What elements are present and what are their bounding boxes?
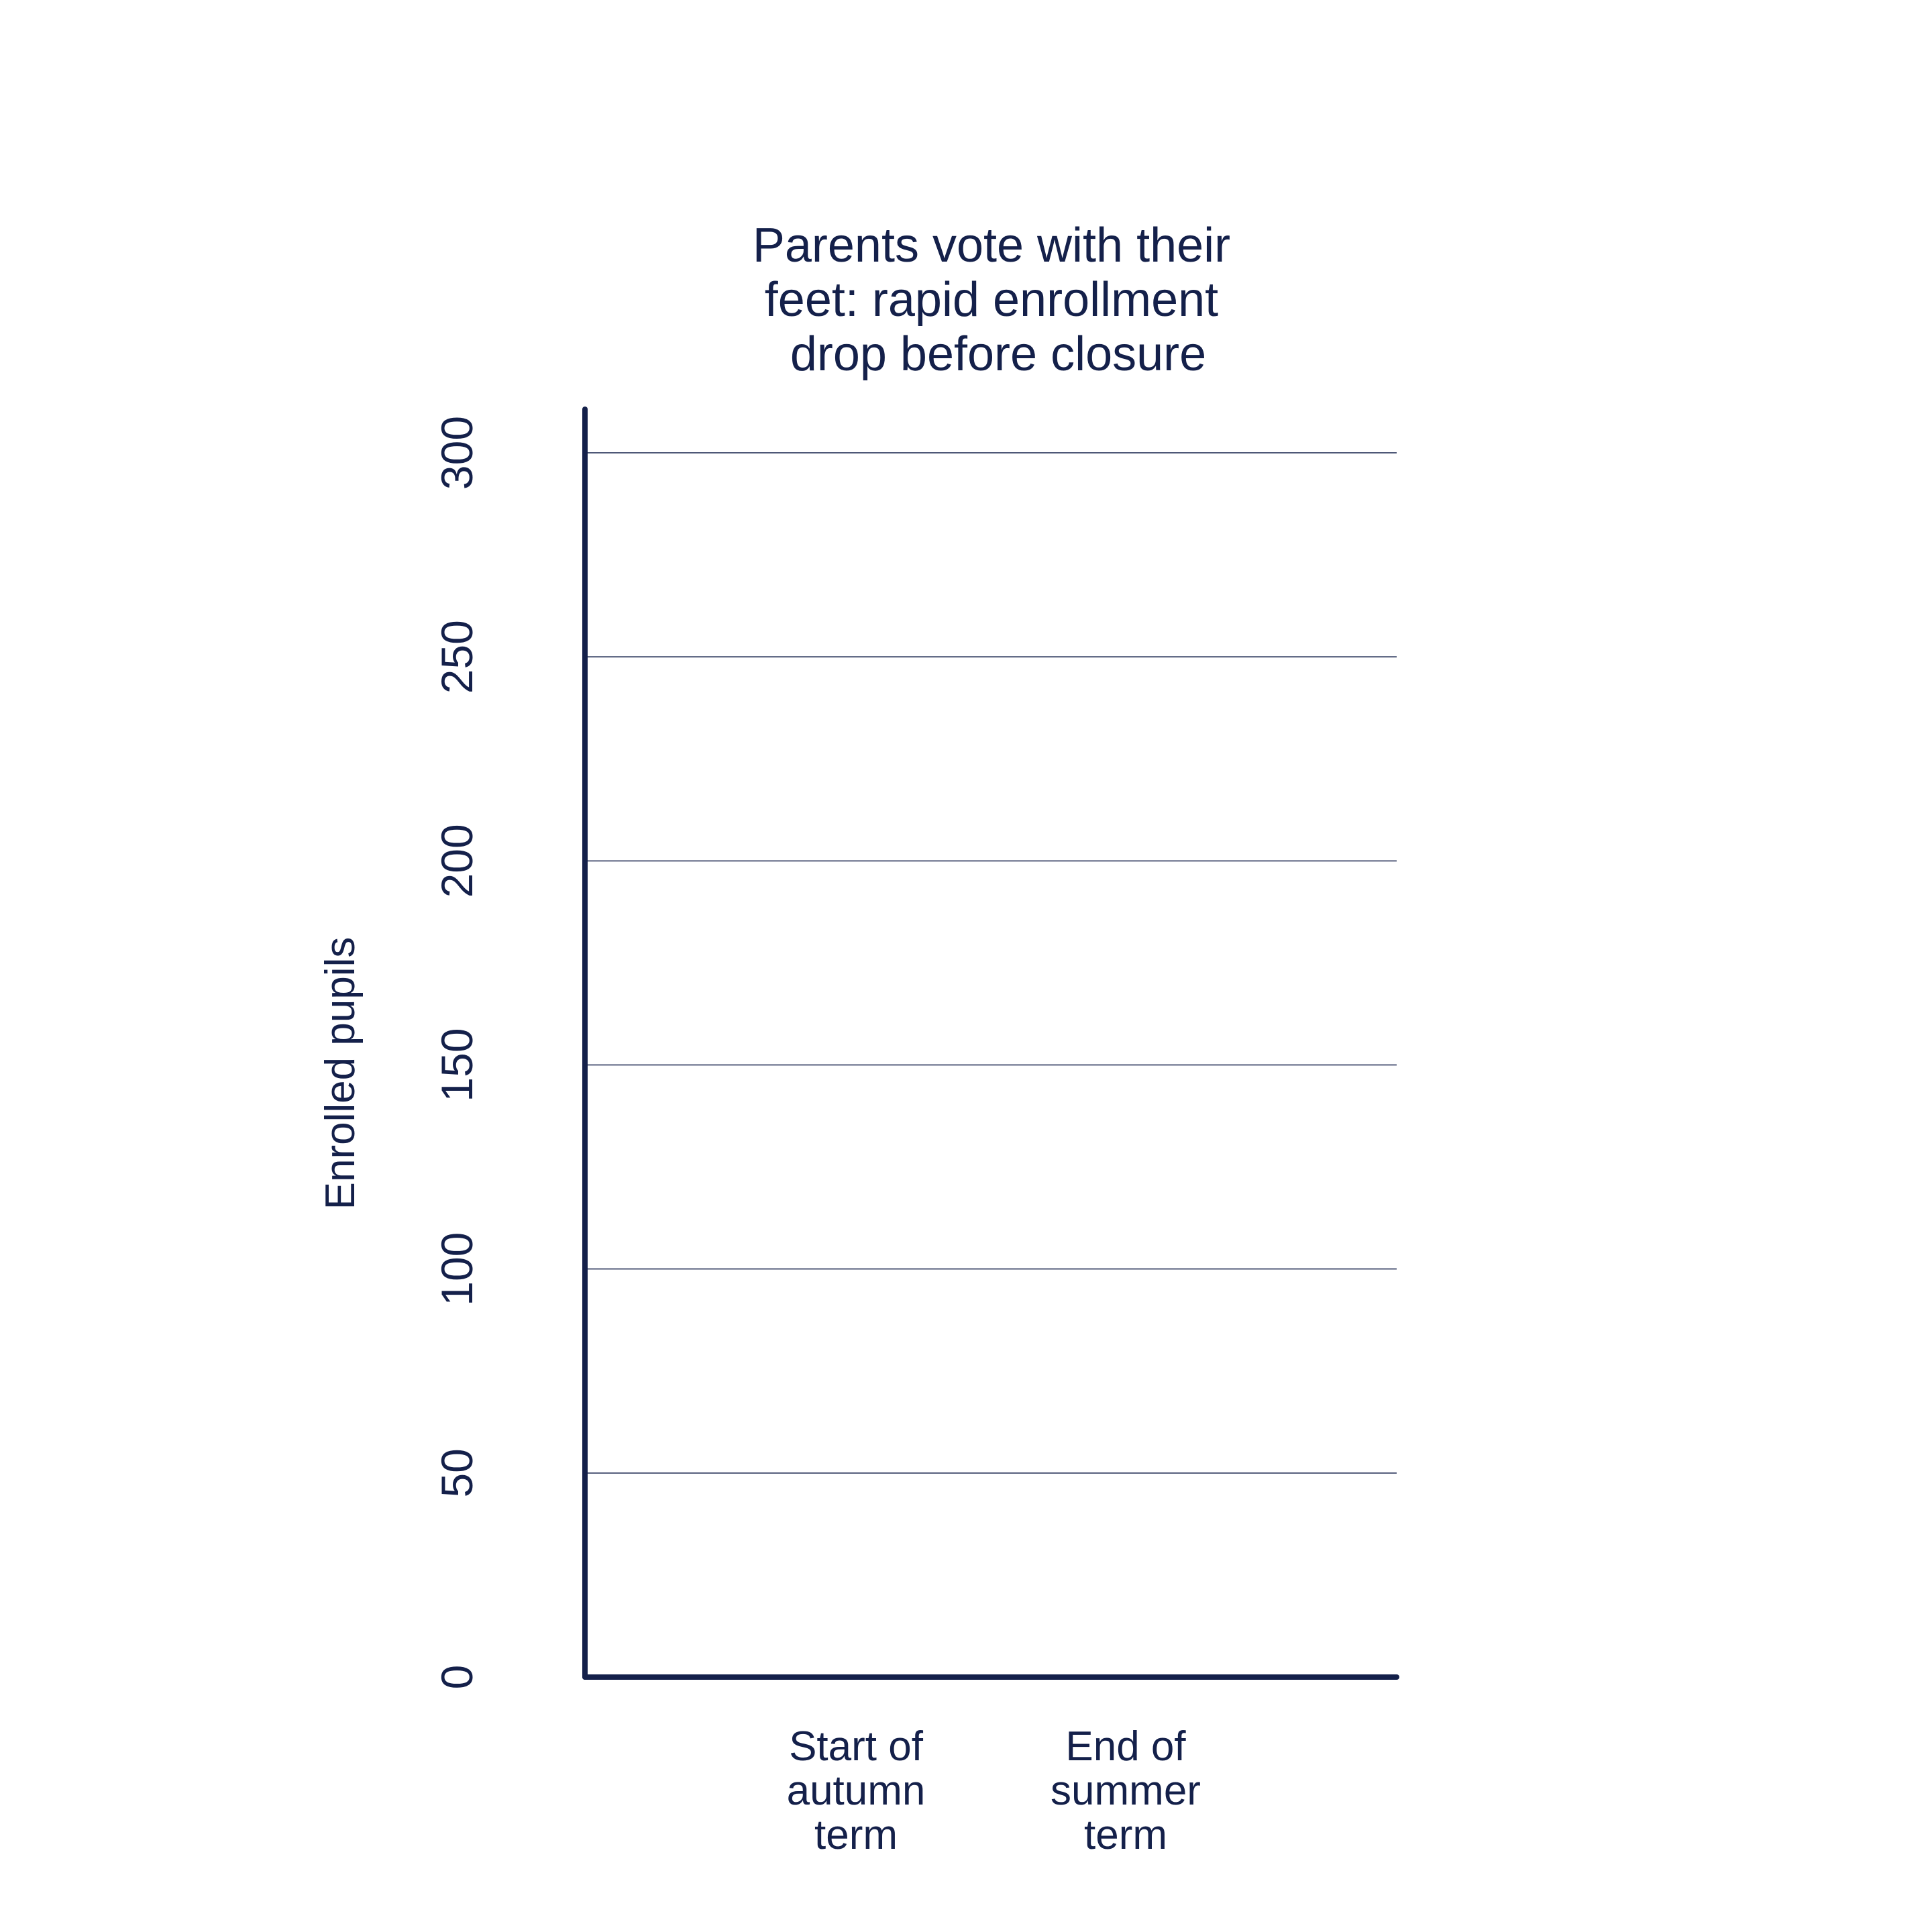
y-axis-label: Enrolled pupils bbox=[317, 937, 364, 1210]
chart-title-line-2: feet: rapid enrollment bbox=[765, 273, 1218, 327]
chart-title-line-3: drop before closure bbox=[790, 327, 1206, 381]
x-tick-label-line: Start of bbox=[789, 1723, 924, 1770]
x-tick-label-line: End of bbox=[1065, 1723, 1186, 1770]
y-tick-label: 300 bbox=[432, 416, 482, 490]
x-tick-label-line: summer bbox=[1051, 1768, 1201, 1814]
y-tick-label: 200 bbox=[432, 824, 482, 898]
x-tick-label: Start of autumn term bbox=[787, 1723, 926, 1858]
y-tick-label: 150 bbox=[432, 1028, 482, 1102]
x-tick-label-line: term bbox=[1084, 1812, 1167, 1858]
chart-title-line-1: Parents vote with their bbox=[753, 219, 1230, 272]
x-tick-label-line: autumn bbox=[787, 1768, 926, 1814]
y-tick-label: 50 bbox=[432, 1448, 482, 1497]
y-tick-label: 100 bbox=[432, 1232, 482, 1306]
chart-title: Parents vote with their feet: rapid enro… bbox=[753, 219, 1244, 381]
y-tick-label: 0 bbox=[432, 1665, 482, 1690]
x-tick-label-line: term bbox=[814, 1812, 898, 1858]
y-tick-label: 250 bbox=[432, 620, 482, 694]
x-tick-label: End of summer term bbox=[1051, 1723, 1201, 1858]
